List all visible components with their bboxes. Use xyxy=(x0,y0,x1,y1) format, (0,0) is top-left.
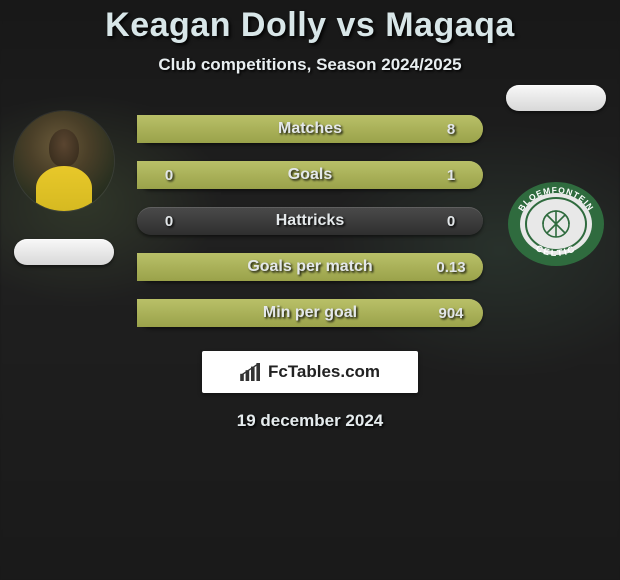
stat-bar: Min per goal904 xyxy=(137,299,483,327)
subtitle: Club competitions, Season 2024/2025 xyxy=(0,55,620,75)
stat-value-right: 8 xyxy=(419,121,483,138)
player-right-flag-pill xyxy=(506,85,606,111)
right-player-column: BLOEMFONTEIN CELTIC xyxy=(501,111,611,269)
date-text: 19 december 2024 xyxy=(0,411,620,431)
player-left-flag-pill xyxy=(14,239,114,265)
stat-value-left: 0 xyxy=(137,213,201,230)
stat-label: Min per goal xyxy=(201,304,419,322)
stat-value-right: 904 xyxy=(419,305,483,322)
bar-chart-icon xyxy=(240,363,262,381)
stat-bar: Goals per match0.13 xyxy=(137,253,483,281)
stat-label: Hattricks xyxy=(201,212,419,230)
comparison-body: Matches80Goals10Hattricks0Goals per matc… xyxy=(0,111,620,327)
brand-text: FcTables.com xyxy=(268,362,380,382)
stat-value-right: 0 xyxy=(419,213,483,230)
stat-label: Goals per match xyxy=(201,258,419,276)
page-title: Keagan Dolly vs Magaqa xyxy=(0,6,620,45)
player-left-avatar xyxy=(14,111,114,211)
infographic-root: Keagan Dolly vs Magaqa Club competitions… xyxy=(0,0,620,431)
stat-label: Matches xyxy=(201,120,419,138)
stat-value-right: 1 xyxy=(419,167,483,184)
player-right-club-badge: BLOEMFONTEIN CELTIC xyxy=(506,179,606,269)
stat-label: Goals xyxy=(201,166,419,184)
stat-value-left: 0 xyxy=(137,167,201,184)
stat-bars: Matches80Goals10Hattricks0Goals per matc… xyxy=(137,115,483,327)
stat-bar: 0Goals1 xyxy=(137,161,483,189)
stat-bar: 0Hattricks0 xyxy=(137,207,483,235)
brand-watermark: FcTables.com xyxy=(202,351,418,393)
stat-value-right: 0.13 xyxy=(419,259,483,276)
stat-bar: Matches8 xyxy=(137,115,483,143)
left-player-column xyxy=(9,111,119,265)
